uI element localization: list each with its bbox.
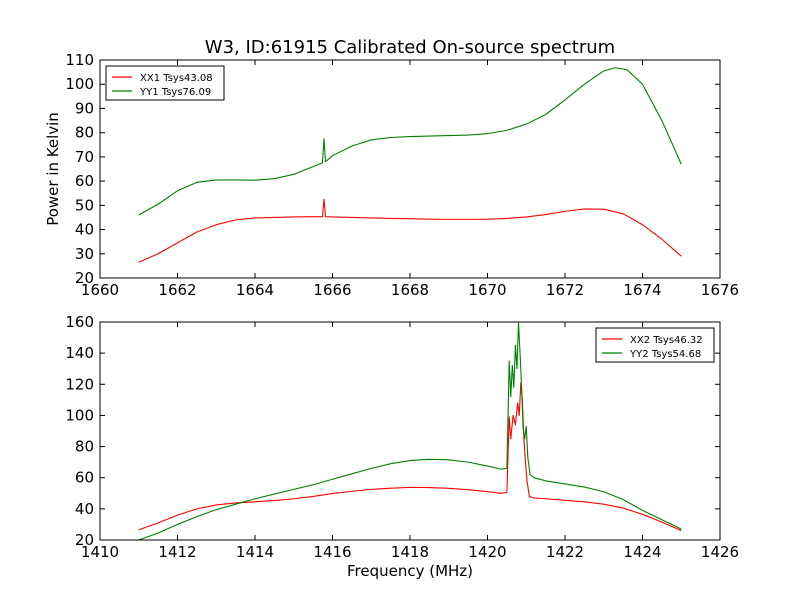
y-tick-label: 20 xyxy=(75,531,94,549)
legend-box xyxy=(595,327,715,363)
x-tick-label: 1426 xyxy=(701,543,739,561)
x-tick-label: 1422 xyxy=(546,543,584,561)
x-tick-label: 1668 xyxy=(391,281,429,299)
y-axis-label: Power in Kelvin xyxy=(44,112,62,226)
y-tick-label: 80 xyxy=(75,438,94,456)
legend: XX2 Tsys46.32 YY2 Tsys54.68 xyxy=(595,327,715,363)
y-tick-label: 20 xyxy=(75,269,94,287)
x-tick-label: 1670 xyxy=(468,281,506,299)
series-line-yy1 xyxy=(138,67,682,216)
y-tick-label: 90 xyxy=(75,99,94,117)
y-tick-label: 40 xyxy=(75,500,94,518)
x-tick-label: 1410 xyxy=(81,543,119,561)
series-line-yy2 xyxy=(138,321,682,541)
x-tick-label: 1420 xyxy=(468,543,506,561)
y-tick-label: 60 xyxy=(75,469,94,487)
y-tick-label: 70 xyxy=(75,148,94,166)
y-tick-label: 100 xyxy=(65,75,94,93)
y-tick-label: 30 xyxy=(75,245,94,263)
y-tick-label: 80 xyxy=(75,124,94,142)
series-line-xx2 xyxy=(138,382,682,532)
legend: XX1 Tsys43.08 YY1 Tsys76.09 xyxy=(105,65,225,101)
x-tick-label: 1412 xyxy=(158,543,196,561)
series-line-xx1 xyxy=(138,198,682,263)
x-tick-label: 1416 xyxy=(313,543,351,561)
legend-entry: YY1 Tsys76.09 xyxy=(139,87,211,98)
x-tick-label: 1424 xyxy=(623,543,661,561)
legend-box xyxy=(105,65,225,101)
y-tick-label: 120 xyxy=(65,375,94,393)
legend-entry: YY2 Tsys54.68 xyxy=(629,349,701,360)
bottom-subplot: 1410 1412 1414 1416 1418 1420 1422 1424 1426 20 40… xyxy=(65,313,739,561)
chart-title: W3, ID:61915 Calibrated On-source spectr… xyxy=(205,37,615,58)
y-tick-label: 50 xyxy=(75,196,94,214)
x-axis-label: Frequency (MHz) xyxy=(347,562,473,580)
x-tick-label: 1672 xyxy=(546,281,584,299)
y-tick-label: 140 xyxy=(65,344,94,362)
x-tick-label: 1660 xyxy=(81,281,119,299)
top-subplot: 1660 1662 1664 1666 1668 1670 1672 1674 1676 20 30… xyxy=(65,51,739,299)
legend-entry: XX2 Tsys46.32 xyxy=(630,335,703,346)
y-tick-label: 100 xyxy=(65,406,94,424)
x-tick-label: 1664 xyxy=(236,281,274,299)
legend-entry: XX1 Tsys43.08 xyxy=(140,73,213,84)
x-tick-label: 1418 xyxy=(391,543,429,561)
x-tick-label: 1414 xyxy=(236,543,274,561)
x-tick-label: 1676 xyxy=(701,281,739,299)
y-tick-label: 160 xyxy=(65,313,94,331)
y-tick-label: 60 xyxy=(75,172,94,190)
y-tick-label: 40 xyxy=(75,221,94,239)
x-tick-label: 1674 xyxy=(623,281,661,299)
x-tick-label: 1666 xyxy=(313,281,351,299)
x-tick-label: 1662 xyxy=(158,281,196,299)
y-tick-label: 110 xyxy=(65,51,94,69)
